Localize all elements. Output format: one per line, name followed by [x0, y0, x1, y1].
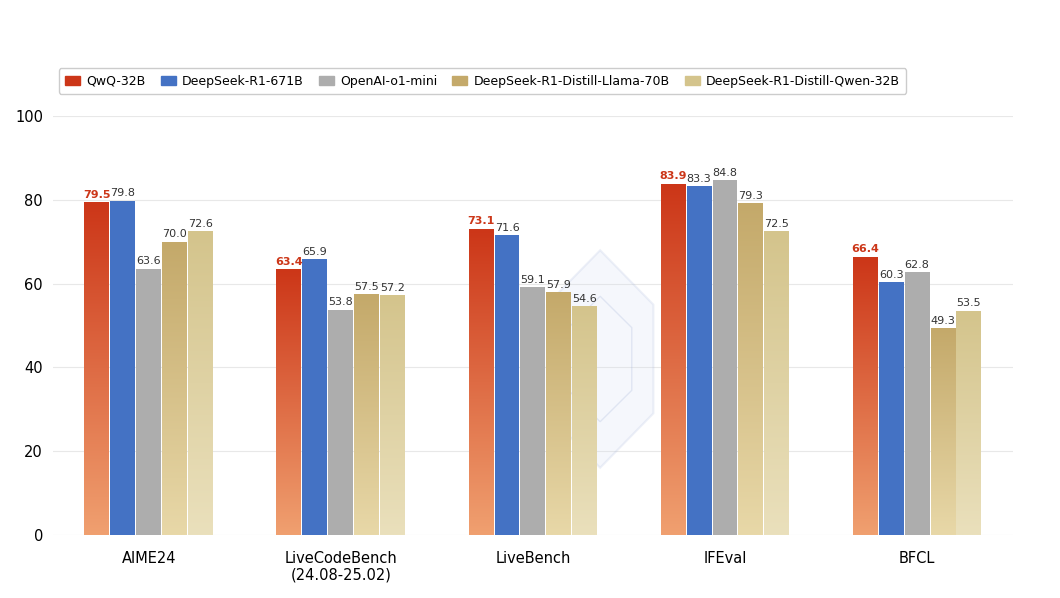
Text: 57.2: 57.2 — [381, 283, 405, 293]
Bar — [520, 288, 546, 535]
Text: 65.9: 65.9 — [302, 246, 328, 257]
Text: 79.3: 79.3 — [739, 191, 763, 200]
Text: 71.6: 71.6 — [495, 222, 519, 233]
Text: 72.6: 72.6 — [189, 218, 213, 228]
Bar — [302, 259, 328, 535]
Text: 83.3: 83.3 — [687, 174, 711, 184]
Text: 70.0: 70.0 — [162, 230, 187, 239]
Text: 60.3: 60.3 — [879, 270, 903, 280]
Text: 84.8: 84.8 — [712, 167, 738, 178]
Text: 54.6: 54.6 — [572, 294, 597, 304]
Text: 63.4: 63.4 — [276, 257, 303, 267]
Text: 57.9: 57.9 — [546, 280, 571, 290]
Text: 62.8: 62.8 — [904, 260, 930, 270]
Bar — [110, 201, 136, 535]
Text: 66.4: 66.4 — [851, 245, 879, 254]
Text: 79.8: 79.8 — [110, 188, 136, 199]
Text: 83.9: 83.9 — [659, 171, 687, 181]
Bar — [904, 272, 930, 535]
Text: 53.8: 53.8 — [329, 297, 353, 307]
Legend: QwQ-32B, DeepSeek-R1-671B, OpenAI-o1-mini, DeepSeek-R1-Distill-Llama-70B, DeepSe: QwQ-32B, DeepSeek-R1-671B, OpenAI-o1-min… — [59, 68, 906, 94]
Bar — [495, 235, 519, 535]
Text: 72.5: 72.5 — [764, 219, 790, 229]
Bar — [879, 282, 903, 535]
Text: 73.1: 73.1 — [467, 216, 495, 227]
Text: 59.1: 59.1 — [520, 275, 545, 285]
Polygon shape — [547, 251, 653, 468]
Bar — [687, 187, 711, 535]
Bar — [137, 269, 161, 535]
Text: 63.6: 63.6 — [137, 256, 161, 266]
Bar — [329, 310, 353, 535]
Text: 57.5: 57.5 — [354, 282, 379, 292]
Bar — [712, 180, 738, 535]
Text: 49.3: 49.3 — [931, 316, 955, 326]
Text: 53.5: 53.5 — [956, 298, 982, 309]
Text: 79.5: 79.5 — [83, 190, 110, 200]
